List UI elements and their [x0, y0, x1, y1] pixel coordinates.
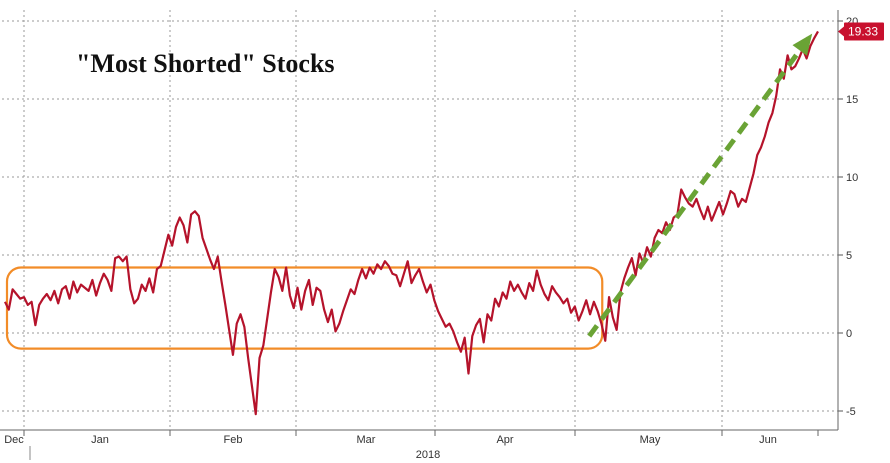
trend-arrow-head — [792, 33, 813, 56]
x-tick-label: May — [640, 434, 661, 446]
y-tick-label: 0 — [846, 328, 852, 340]
series-line — [4, 30, 819, 416]
series-lines — [4, 30, 819, 416]
last-value-badge-notch — [838, 26, 844, 37]
x-tick-label: Apr — [496, 434, 513, 446]
x-tick-label: Jan — [91, 434, 109, 446]
y-tick-label: 10 — [846, 172, 858, 184]
x-tick-label: Jun — [759, 434, 777, 446]
range-box — [5, 266, 604, 350]
last-value-badge: 19.33 — [838, 22, 884, 41]
x-tick-label: Mar — [357, 434, 376, 446]
trend-arrow — [587, 33, 813, 338]
grid-lines — [2, 10, 838, 428]
last-value-label: 19.33 — [848, 24, 878, 38]
last-value-badge-bg — [844, 22, 884, 41]
range-box-outline — [5, 266, 604, 350]
y-tick-label: 15 — [846, 94, 858, 106]
y-tick-label: 5 — [846, 250, 852, 262]
trend-arrow-shaft — [587, 35, 812, 338]
x-tick-label: Feb — [224, 434, 243, 446]
chart-title: "Most Shorted" Stocks — [76, 49, 335, 78]
y-tick-label: -5 — [846, 406, 856, 418]
x-tick-label: Dec — [4, 434, 24, 446]
x-year-label: 2018 — [416, 449, 440, 461]
